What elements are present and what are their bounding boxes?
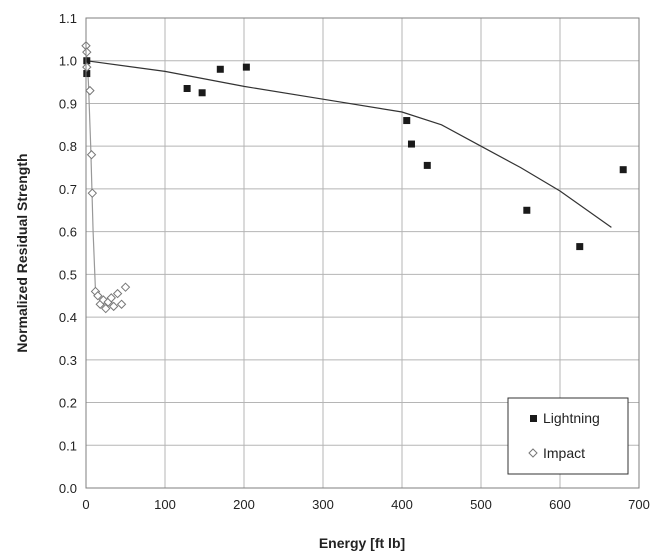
- impact-point: [116, 299, 127, 309]
- lightning-point: [83, 70, 91, 78]
- x-tick-label: 200: [233, 497, 255, 512]
- x-tick-label: 100: [154, 497, 176, 512]
- y-tick-label: 0.1: [59, 438, 77, 453]
- impact-point: [120, 282, 131, 292]
- y-tick-label: 0.4: [59, 310, 77, 325]
- legend-impact-label: Impact: [543, 445, 585, 461]
- lightning-point: [423, 161, 431, 169]
- y-tick-label: 0.9: [59, 96, 77, 111]
- lightning-point: [216, 65, 224, 73]
- impact-point: [101, 303, 111, 314]
- y-axis-ticks: 0.0 0.1 0.2 0.3 0.4 0.5 0.6 0.7 0.8 0.9 1.0 1.1: [59, 11, 77, 496]
- x-axis-ticks: 0 100 200 300 400 500 600 700: [82, 497, 649, 512]
- lightning-point: [242, 63, 250, 71]
- y-tick-label: 0.0: [59, 481, 77, 496]
- plot-frame: [85, 17, 640, 489]
- grid-lines: [86, 18, 639, 488]
- lightning-point: [183, 85, 191, 92]
- legend-impact-marker: [528, 448, 538, 458]
- impact-point: [85, 85, 95, 96]
- data-points: [81, 41, 627, 314]
- impact-point: [93, 291, 103, 301]
- y-tick-label: 1.0: [59, 54, 77, 69]
- x-tick-label: 500: [470, 497, 492, 512]
- lightning-point: [576, 243, 584, 251]
- y-tick-label: 0.6: [59, 225, 77, 240]
- impact-point: [87, 188, 98, 198]
- lightning-point: [619, 166, 627, 174]
- y-tick-label: 0.3: [59, 353, 77, 368]
- impact-point: [112, 288, 123, 299]
- x-tick-label: 600: [549, 497, 571, 512]
- y-tick-label: 0.7: [59, 182, 77, 197]
- impact-point: [82, 47, 92, 57]
- impact-point: [82, 62, 92, 72]
- legend-lightning-label: Lightning: [543, 410, 600, 426]
- lightning-point: [83, 57, 91, 65]
- x-tick-label: 300: [312, 497, 334, 512]
- lightning-point: [403, 117, 411, 125]
- lightning-trend-line: [85, 60, 612, 228]
- legend-lightning-marker: [530, 415, 537, 422]
- lightning-point: [407, 140, 415, 148]
- y-tick-label: 0.8: [59, 139, 77, 154]
- impact-point: [106, 293, 116, 303]
- x-tick-label: 0: [82, 497, 89, 512]
- lightning-point: [198, 89, 206, 97]
- y-tick-label: 0.5: [59, 267, 77, 282]
- x-tick-label: 400: [391, 497, 413, 512]
- x-axis-title: Energy [ft lb]: [319, 535, 405, 551]
- legend-box: [507, 397, 629, 475]
- y-tick-label: 0.2: [59, 396, 77, 411]
- x-tick-label: 700: [628, 497, 650, 512]
- impact-point: [108, 301, 119, 312]
- lightning-point: [523, 206, 531, 214]
- y-axis-title: Normalized Residual Strength: [14, 153, 30, 352]
- y-tick-label: 1.1: [59, 11, 77, 26]
- impact-point: [86, 150, 97, 160]
- legend: Lightning Impact: [507, 397, 629, 475]
